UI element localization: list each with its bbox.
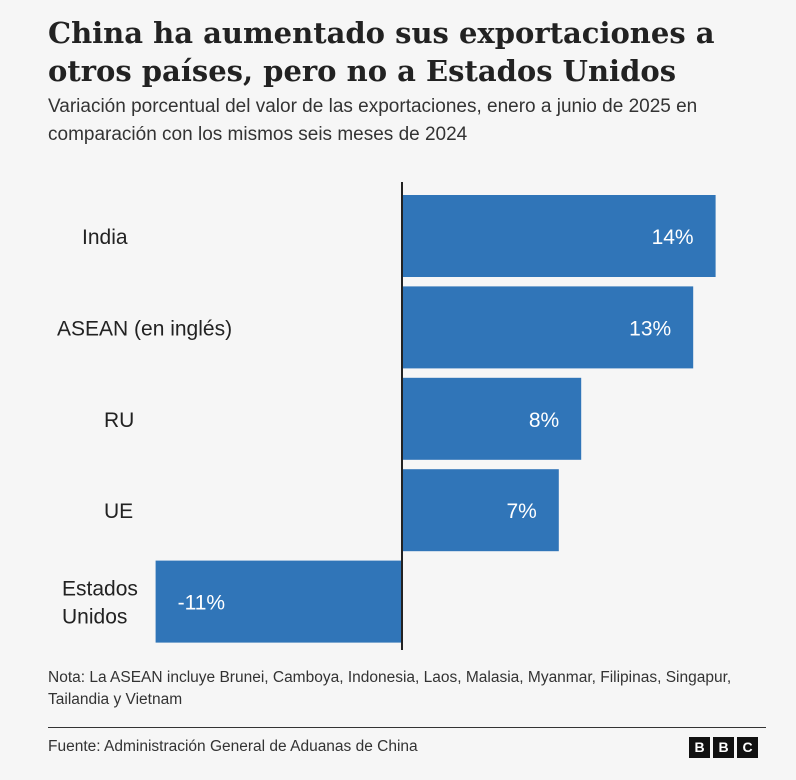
source-text: Fuente: Administración General de Aduana… [48,738,418,755]
value-label-0: 14% [652,226,694,249]
bar-4 [155,560,402,643]
value-label-2: 8% [529,409,559,432]
value-label-1: 13% [629,317,671,340]
logo-letter-b1: B [689,737,710,758]
category-label-3: UE [104,500,133,523]
footer-divider [48,727,766,728]
bar-2 [402,377,582,460]
chart-title: China ha aumentado sus exportaciones a o… [48,16,715,88]
bbc-logo: B B C [689,737,758,758]
logo-letter-b2: B [713,737,734,758]
category-label-2: RU [104,409,134,432]
bar-0 [402,195,716,277]
logo-letter-c: C [737,737,758,758]
bar-1 [402,286,694,369]
category-label-0: India [82,226,128,249]
category-label-4: Estados Unidos [62,578,138,629]
category-label-1: ASEAN (en inglés) [57,317,232,340]
value-label-3: 7% [506,500,536,523]
bar-chart: 14% India 13% ASEAN (en inglés) 8% RU 7% UE -11%… [57,182,716,650]
chart-note: Nota: La ASEAN incluye Brunei, Camboya, … [48,669,732,708]
value-label-4: -11% [178,592,225,615]
chart-subtitle: Variación porcentual del valor de las ex… [48,96,698,145]
bar-3 [402,469,559,552]
